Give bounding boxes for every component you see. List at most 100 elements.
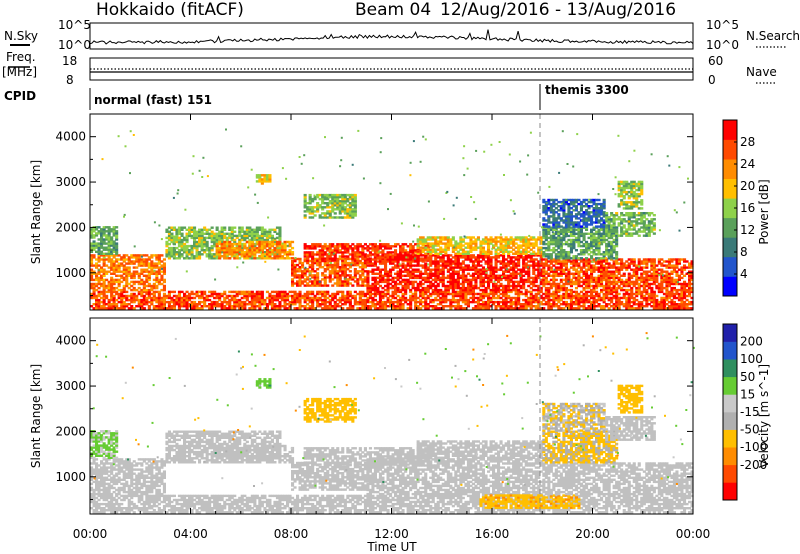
echo-cell	[492, 300, 496, 304]
echo-cell	[660, 290, 664, 294]
echo-cell	[313, 282, 317, 285]
echo-cell	[105, 264, 109, 267]
echo-cell	[210, 234, 214, 238]
echo-cell	[273, 296, 277, 300]
echo-cell	[476, 292, 480, 296]
echo-cell	[456, 258, 460, 261]
echo-cell	[110, 298, 114, 302]
echo-cell	[170, 249, 174, 252]
echo-cell	[195, 290, 199, 294]
echo-cell	[358, 303, 362, 306]
echo-cell	[592, 290, 596, 294]
echo-cell	[439, 303, 443, 306]
echo-cell	[489, 292, 493, 296]
echo-cell	[569, 290, 573, 294]
echo-cell	[215, 253, 219, 256]
echo-cell	[135, 305, 139, 308]
echo-cell	[296, 268, 300, 271]
echo-cell	[519, 290, 523, 294]
echo-cell	[102, 270, 106, 273]
echo-cell	[218, 303, 222, 306]
echo-cell	[474, 292, 478, 296]
echo-cell	[590, 300, 594, 304]
echo-cell	[223, 257, 227, 260]
echo-cell	[137, 292, 141, 296]
echo-cell	[97, 264, 101, 267]
echo-cell	[632, 298, 636, 302]
echo-cell	[547, 292, 551, 296]
echo-cell	[112, 303, 116, 306]
echo-cell	[145, 262, 149, 265]
echo-cell	[612, 305, 616, 308]
echo-cell	[223, 251, 227, 254]
echo-cell	[107, 228, 111, 231]
echo-cell	[308, 292, 312, 296]
echo-cell	[263, 255, 267, 258]
echo-cell	[308, 280, 312, 283]
echo-cell	[250, 255, 254, 258]
echo-cell	[102, 280, 106, 284]
echo-cell	[255, 296, 259, 300]
echo-cell	[270, 249, 274, 252]
echo-cell	[125, 266, 129, 269]
echo-cell	[532, 294, 536, 298]
echo-cell	[160, 274, 164, 277]
echo-cell	[228, 305, 232, 308]
echo-cell	[454, 298, 458, 302]
echo-cell	[331, 284, 335, 287]
echo-cell	[301, 280, 305, 283]
echo-cell	[238, 232, 242, 235]
echo-cell	[177, 236, 181, 240]
echo-cell	[195, 244, 199, 248]
echo-cell	[172, 257, 176, 260]
echo-cell	[667, 294, 671, 298]
echo-cell	[630, 307, 634, 310]
echo-cell	[416, 300, 420, 304]
echo-cell	[303, 298, 307, 302]
echo-cell	[260, 234, 264, 238]
echo-cell	[444, 296, 448, 300]
echo-cell	[243, 242, 247, 246]
echo-cell	[240, 300, 244, 304]
echo-cell	[424, 298, 428, 302]
echo-cell	[240, 242, 244, 246]
echo-cell	[466, 292, 470, 296]
echo-cell	[419, 298, 423, 302]
echo-cell	[481, 307, 485, 310]
echo-cell	[313, 298, 317, 302]
echo-cell	[316, 257, 320, 261]
echo-cell	[200, 294, 204, 298]
echo-cell	[579, 296, 583, 300]
echo-cell	[102, 254, 106, 257]
echo-cell	[557, 300, 561, 304]
echo-cell	[258, 236, 262, 240]
echo-cell	[198, 300, 202, 304]
echo-cell	[258, 292, 262, 296]
echo-cell	[245, 290, 249, 294]
echo-cell	[107, 284, 111, 288]
echo-cell	[343, 303, 347, 306]
echo-cell	[107, 248, 111, 251]
echo-cell	[145, 288, 149, 292]
echo-cell	[102, 248, 106, 251]
echo-cell	[321, 300, 325, 304]
echo-cell	[306, 294, 310, 298]
echo-cell	[685, 303, 689, 306]
echo-cell	[502, 298, 506, 302]
echo-cell	[263, 300, 267, 304]
echo-cell	[542, 307, 546, 310]
echo-cell	[117, 254, 121, 257]
echo-cell	[238, 251, 242, 254]
echo-cell	[630, 300, 634, 304]
echo-cell	[316, 305, 320, 308]
echo-cell	[278, 242, 282, 246]
echo-cell	[645, 298, 649, 302]
echo-cell	[150, 264, 154, 267]
echo-cell	[316, 272, 320, 275]
echo-cell	[150, 270, 154, 273]
echo-cell	[188, 298, 192, 302]
echo-cell	[426, 307, 430, 310]
echo-cell	[225, 238, 229, 242]
echo-cell	[617, 292, 621, 296]
echo-cell	[401, 296, 405, 300]
